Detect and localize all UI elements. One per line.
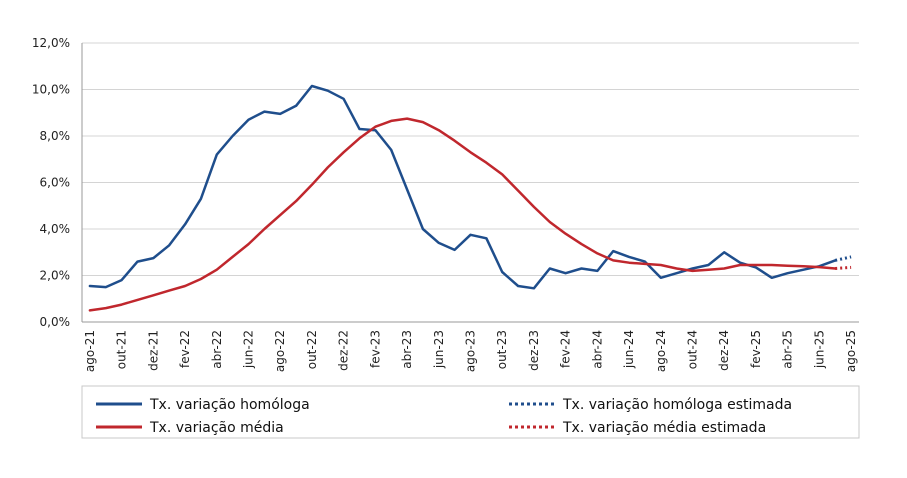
y-tick-label: 4,0%	[40, 222, 71, 236]
x-tick-label: dez-21	[146, 330, 160, 371]
x-tick-label: ago-23	[464, 330, 478, 372]
legend-label-homologa-estimada: Tx. variação homóloga estimada	[562, 397, 792, 413]
series-line-3	[835, 265, 852, 270]
y-tick-label: 2,0%	[40, 269, 71, 283]
x-tick-label: ago-24	[654, 330, 668, 372]
legend-label-homologa: Tx. variação homóloga	[149, 397, 310, 413]
legend-label-media: Tx. variação média	[149, 420, 284, 436]
x-tick-label: dez-23	[527, 330, 541, 371]
x-tick-label: jun-24	[622, 330, 636, 369]
x-tick-label: abr-23	[400, 330, 414, 369]
series-line-1	[834, 255, 852, 262]
x-tick-label: jun-23	[432, 330, 446, 369]
x-tick-label: fev-25	[749, 330, 763, 368]
legend-label-media-estimada: Tx. variação média estimada	[562, 420, 766, 436]
x-tick-label: out-24	[686, 330, 700, 369]
series-lines	[88, 84, 852, 312]
x-tick-label: fev-23	[368, 330, 382, 368]
series-line-2	[88, 117, 837, 312]
x-tick-label: jun-22	[242, 330, 256, 369]
y-tick-label: 6,0%	[40, 176, 71, 190]
y-tick-label: 10,0%	[32, 83, 70, 97]
x-tick-label: abr-22	[210, 330, 224, 369]
x-tick-labels: ago-21 out-21 dez-21 fev-22 abr-22 jun-22 ago-…	[83, 330, 858, 372]
x-tick-label: abr-25	[781, 330, 795, 369]
x-tick-label: abr-24	[590, 330, 604, 369]
x-tick-label: dez-24	[717, 330, 731, 371]
legend-box	[81, 385, 860, 439]
gridlines	[82, 42, 859, 276]
x-tick-label: ago-25	[844, 330, 858, 372]
axes	[81, 43, 859, 323]
y-tick-label: 12,0%	[32, 36, 70, 50]
legend: Tx. variação homóloga Tx. variação homól…	[81, 385, 860, 439]
x-tick-label: out-22	[305, 330, 319, 369]
y-tick-label: 0,0%	[40, 315, 71, 329]
x-tick-label: jun-25	[812, 330, 826, 369]
x-tick-label: out-21	[115, 330, 129, 369]
x-tick-label: ago-21	[83, 330, 97, 372]
x-tick-label: dez-22	[337, 330, 351, 371]
x-tick-label: out-23	[495, 330, 509, 369]
x-tick-label: fev-24	[559, 330, 573, 368]
y-tick-labels: 0,0% 2,0% 4,0% 6,0% 8,0% 10,0% 12,0%	[32, 36, 70, 329]
x-tick-label: ago-22	[273, 330, 287, 372]
x-tick-label: fev-22	[178, 330, 192, 368]
series-line-0	[88, 84, 837, 290]
y-tick-label: 8,0%	[40, 129, 71, 143]
